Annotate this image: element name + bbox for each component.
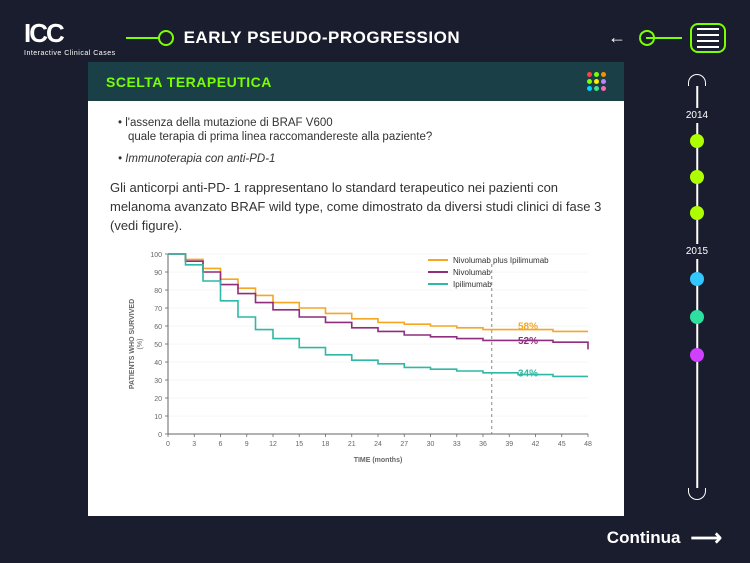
logo-subtitle: Interactive Clinical Cases: [24, 50, 116, 57]
svg-text:30: 30: [154, 378, 162, 385]
svg-text:100: 100: [150, 252, 162, 259]
timeline-year-label: 2015: [686, 244, 708, 259]
svg-text:15: 15: [295, 441, 303, 448]
timeline: 2014 2015: [672, 72, 722, 502]
section-dots-icon[interactable]: [587, 72, 606, 91]
back-button[interactable]: ←: [608, 27, 626, 48]
section-title: SCELTA TERAPEUTICA: [106, 74, 272, 90]
arrow-right-icon: ⟶: [690, 525, 722, 551]
svg-text:Nivolumab plus Ipilimumab: Nivolumab plus Ipilimumab: [453, 256, 549, 265]
sub-text-1: quale terapia di prima linea raccomander…: [128, 131, 602, 143]
svg-text:30: 30: [427, 441, 435, 448]
svg-text:90: 90: [154, 270, 162, 277]
svg-text:10: 10: [154, 414, 162, 421]
svg-text:45: 45: [558, 441, 566, 448]
svg-text:18: 18: [322, 441, 330, 448]
svg-text:36: 36: [479, 441, 487, 448]
bullet-1: l'assenza della mutazione di BRAF V600: [110, 117, 602, 129]
svg-text:PATIENTS WHO SURVIVED: PATIENTS WHO SURVIVED: [129, 298, 136, 388]
svg-text:0: 0: [158, 432, 162, 439]
section-header: SCELTA TERAPEUTICA: [88, 62, 624, 101]
timeline-cap-bottom-icon: [688, 488, 706, 500]
svg-text:0: 0: [166, 441, 170, 448]
svg-text:70: 70: [154, 306, 162, 313]
header: ICC Interactive Clinical Cases EARLY PSE…: [0, 0, 750, 69]
logo-text: ICC: [24, 18, 116, 49]
svg-text:80: 80: [154, 288, 162, 295]
content-body: l'assenza della mutazione di BRAF V600 q…: [88, 101, 624, 498]
svg-text:48: 48: [584, 441, 592, 448]
bullet-2: Immunoterapia con anti-PD-1: [110, 153, 602, 165]
header-connector-icon: [126, 24, 176, 52]
timeline-node[interactable]: [690, 310, 704, 324]
menu-connector-icon: [634, 23, 682, 53]
svg-text:6: 6: [219, 441, 223, 448]
survival-chart: 0102030405060708090100036912151821242730…: [110, 246, 602, 486]
svg-text:24: 24: [374, 441, 382, 448]
svg-text:21: 21: [348, 441, 356, 448]
continue-label: Continua: [607, 528, 681, 548]
page-title: EARLY PSEUDO-PROGRESSION: [184, 28, 461, 48]
svg-text:58%: 58%: [518, 321, 538, 332]
svg-text:3: 3: [192, 441, 196, 448]
timeline-node[interactable]: [690, 206, 704, 220]
timeline-cap-top-icon: [688, 74, 706, 86]
content-card: SCELTA TERAPEUTICA l'assenza della mutaz…: [88, 62, 624, 516]
menu-button[interactable]: [690, 23, 726, 53]
svg-text:40: 40: [154, 360, 162, 367]
timeline-year-label: 2014: [686, 108, 708, 123]
svg-text:52%: 52%: [518, 336, 538, 347]
svg-text:12: 12: [269, 441, 277, 448]
svg-text:20: 20: [154, 396, 162, 403]
svg-text:TIME (months): TIME (months): [354, 457, 403, 464]
timeline-node[interactable]: [690, 272, 704, 286]
svg-text:9: 9: [245, 441, 249, 448]
header-actions: ←: [608, 23, 726, 53]
svg-text:39: 39: [505, 441, 513, 448]
svg-text:60: 60: [154, 324, 162, 331]
svg-text:34%: 34%: [518, 368, 538, 379]
svg-text:27: 27: [400, 441, 408, 448]
svg-text:33: 33: [453, 441, 461, 448]
paragraph: Gli anticorpi anti-PD- 1 rappresentano l…: [110, 179, 602, 236]
svg-text:(%): (%): [137, 338, 144, 349]
svg-text:Ipilimumab: Ipilimumab: [453, 280, 492, 289]
continue-button[interactable]: Continua ⟶: [607, 525, 722, 551]
timeline-node[interactable]: [690, 170, 704, 184]
svg-text:50: 50: [154, 342, 162, 349]
svg-text:Nivolumab: Nivolumab: [453, 268, 491, 277]
svg-text:42: 42: [532, 441, 540, 448]
timeline-node[interactable]: [690, 134, 704, 148]
timeline-node[interactable]: [690, 348, 704, 362]
logo: ICC Interactive Clinical Cases: [24, 18, 116, 57]
